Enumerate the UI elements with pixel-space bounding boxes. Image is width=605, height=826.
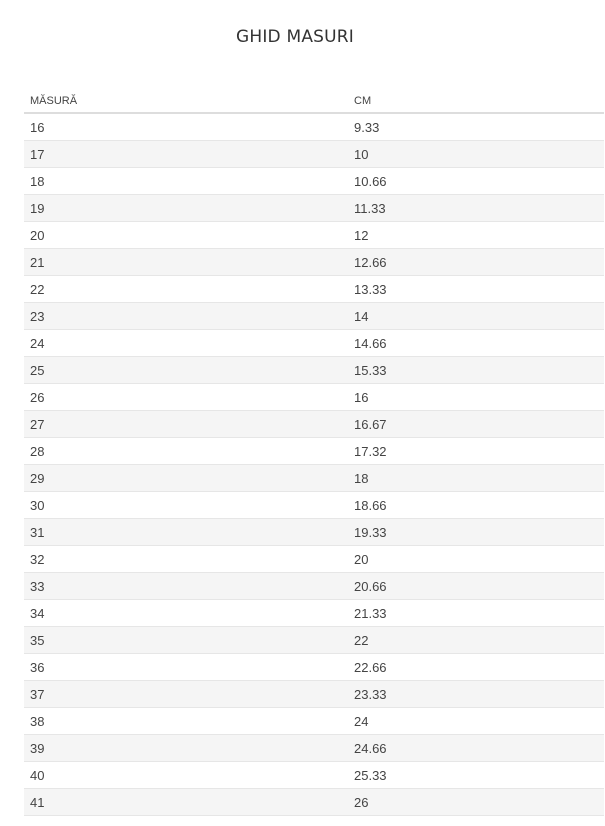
cm-cell: 11.33: [348, 194, 604, 222]
size-cell: 23: [24, 302, 348, 330]
table-row: 34 21.33: [24, 599, 604, 627]
size-cell: 33: [24, 572, 348, 600]
size-cell: 29: [24, 464, 348, 492]
cm-cell: 12: [348, 221, 604, 249]
size-cell: 19: [24, 194, 348, 222]
size-cell: 30: [24, 491, 348, 519]
size-cell: 21: [24, 248, 348, 276]
cm-cell: 26: [348, 788, 604, 816]
cm-cell: 14: [348, 302, 604, 330]
cm-cell: 24: [348, 707, 604, 735]
table-row: 28 17.32: [24, 437, 604, 465]
size-cell: 20: [24, 221, 348, 249]
table-row: 31 19.33: [24, 518, 604, 546]
table-row: 30 18.66: [24, 491, 604, 519]
size-cell: 27: [24, 410, 348, 438]
cm-cell: 16: [348, 383, 604, 411]
table-row: 41 26: [24, 788, 604, 816]
cm-cell: 21.33: [348, 599, 604, 627]
table-row: 32 20: [24, 545, 604, 573]
table-row: 26 16: [24, 383, 604, 411]
size-cell: 24: [24, 329, 348, 357]
cm-cell: 23.33: [348, 680, 604, 708]
size-cell: 26: [24, 383, 348, 411]
size-cell: 25: [24, 356, 348, 384]
size-cell: 36: [24, 653, 348, 681]
table-row: 29 18: [24, 464, 604, 492]
cm-cell: 22.66: [348, 653, 604, 681]
cm-cell: 20: [348, 545, 604, 573]
size-cell: 22: [24, 275, 348, 303]
cm-cell: 22: [348, 626, 604, 654]
table-row: 40 25.33: [24, 761, 604, 789]
size-cell: 38: [24, 707, 348, 735]
cm-cell: 10: [348, 140, 604, 168]
table-row: 16 9.33: [24, 113, 604, 141]
cm-cell: 9.33: [348, 113, 604, 141]
cm-cell: 19.33: [348, 518, 604, 546]
table-row: 35 22: [24, 626, 604, 654]
size-cell: 16: [24, 113, 348, 141]
table-row: 18 10.66: [24, 167, 604, 195]
table-row: 20 12: [24, 221, 604, 249]
cm-cell: 20.66: [348, 572, 604, 600]
size-cell: 37: [24, 680, 348, 708]
size-cell: 32: [24, 545, 348, 573]
size-cell: 28: [24, 437, 348, 465]
cm-cell: 18.66: [348, 491, 604, 519]
cm-cell: 15.33: [348, 356, 604, 384]
cm-cell: 13.33: [348, 275, 604, 303]
size-cell: 17: [24, 140, 348, 168]
cm-cell: 16.67: [348, 410, 604, 438]
cm-cell: 25.33: [348, 761, 604, 789]
table-row: 36 22.66: [24, 653, 604, 681]
table-row: 22 13.33: [24, 275, 604, 303]
table-row: 25 15.33: [24, 356, 604, 384]
cm-cell: 24.66: [348, 734, 604, 762]
table-row: 19 11.33: [24, 194, 604, 222]
size-cell: 31: [24, 518, 348, 546]
size-cell: 41: [24, 788, 348, 816]
table-row: 21 12.66: [24, 248, 604, 276]
table-row: 39 24.66: [24, 734, 604, 762]
header-size: MĂSURĂ: [24, 90, 348, 114]
table-row: 37 23.33: [24, 680, 604, 708]
table-row: 24 14.66: [24, 329, 604, 357]
header-cm: CM: [348, 90, 604, 114]
table-row: 38 24: [24, 707, 604, 735]
cm-cell: 10.66: [348, 167, 604, 195]
size-cell: 34: [24, 599, 348, 627]
cm-cell: 12.66: [348, 248, 604, 276]
cm-cell: 14.66: [348, 329, 604, 357]
page-title: GHID MASURI: [235, 27, 355, 47]
size-cell: 35: [24, 626, 348, 654]
table-row: 33 20.66: [24, 572, 604, 600]
table-row: 27 16.67: [24, 410, 604, 438]
size-cell: 39: [24, 734, 348, 762]
size-cell: 18: [24, 167, 348, 195]
table-row: 17 10: [24, 140, 604, 168]
cm-cell: 17.32: [348, 437, 604, 465]
size-cell: 40: [24, 761, 348, 789]
cm-cell: 18: [348, 464, 604, 492]
table-row: 23 14: [24, 302, 604, 330]
size-guide-table: MĂSURĂ CM 16 9.33 17 10 18 10.66 19 11.33 20 12 21…: [24, 90, 604, 816]
table-header-row: MĂSURĂ CM: [24, 90, 604, 114]
